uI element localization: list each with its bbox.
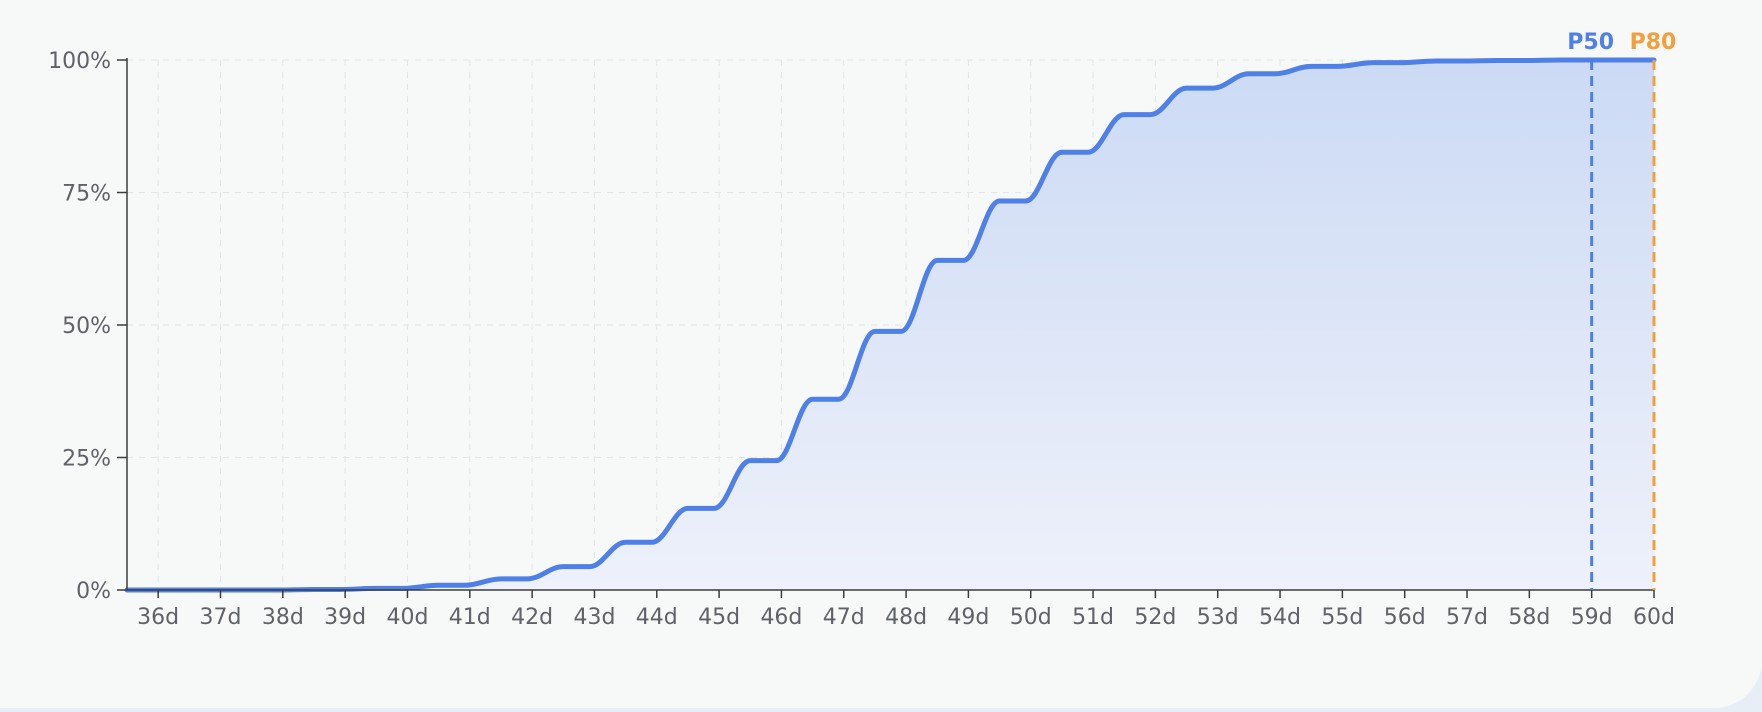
x-tick-label-24: 60d (1633, 605, 1675, 630)
x-tick-label-20: 56d (1384, 605, 1426, 630)
x-tick-label-13: 49d (947, 605, 989, 630)
x-tick-label-19: 55d (1321, 605, 1363, 630)
series-line (124, 57, 1657, 593)
x-tick-label-0: 36d (137, 605, 179, 630)
y-tick-label-3: 75% (62, 182, 111, 207)
percentile-markers: P50 P80 (1567, 30, 1676, 590)
marker-label-p50: P50 (1567, 30, 1614, 55)
x-tick-label-2: 38d (262, 605, 304, 630)
x-tick-label-8: 44d (636, 605, 678, 630)
x-tick-label-14: 50d (1010, 605, 1052, 630)
y-tick-label-0: 0% (76, 579, 111, 604)
axes (117, 58, 1655, 598)
x-tick-label-23: 59d (1571, 605, 1613, 630)
tick-labels: 36d 37d 38d 39d 40d 41d 42d 43d 44d 45d 46d 47d 48d 4… (48, 49, 1675, 630)
x-tick-label-21: 57d (1446, 605, 1488, 630)
x-tick-label-15: 51d (1072, 605, 1114, 630)
y-tick-label-1: 25% (62, 447, 111, 472)
x-tick-label-1: 37d (200, 605, 242, 630)
x-tick-label-6: 42d (511, 605, 553, 630)
x-tick-label-22: 58d (1508, 605, 1550, 630)
x-tick-label-10: 46d (760, 605, 802, 630)
x-tick-label-17: 53d (1197, 605, 1239, 630)
y-tick-label-2: 50% (62, 314, 111, 339)
x-tick-label-3: 39d (324, 605, 366, 630)
x-tick-label-11: 47d (823, 605, 865, 630)
x-tick-label-12: 48d (885, 605, 927, 630)
y-tick-label-4: 100% (48, 49, 111, 74)
x-tick-label-7: 43d (573, 605, 615, 630)
series-area (127, 60, 1654, 590)
x-tick-label-4: 40d (386, 605, 428, 630)
x-tick-label-9: 45d (698, 605, 740, 630)
x-tick-label-18: 54d (1259, 605, 1301, 630)
x-tick-label-5: 41d (449, 605, 491, 630)
marker-label-p80: P80 (1630, 30, 1677, 55)
x-tick-label-16: 52d (1134, 605, 1176, 630)
